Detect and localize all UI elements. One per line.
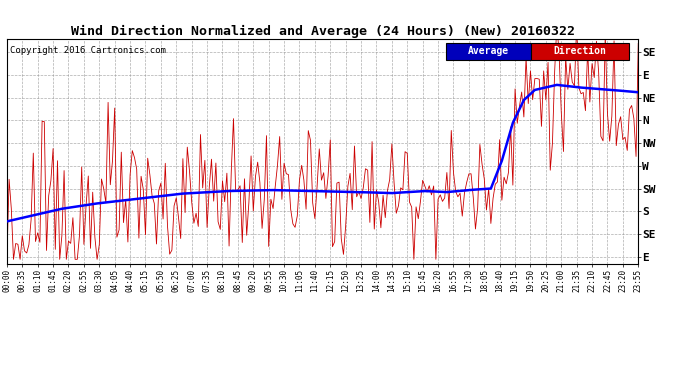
FancyBboxPatch shape [446,43,531,60]
FancyBboxPatch shape [531,43,629,60]
Text: Average: Average [468,46,509,56]
Title: Wind Direction Normalized and Average (24 Hours) (New) 20160322: Wind Direction Normalized and Average (2… [70,25,575,38]
Text: Direction: Direction [553,46,607,56]
Text: Copyright 2016 Cartronics.com: Copyright 2016 Cartronics.com [10,46,166,55]
